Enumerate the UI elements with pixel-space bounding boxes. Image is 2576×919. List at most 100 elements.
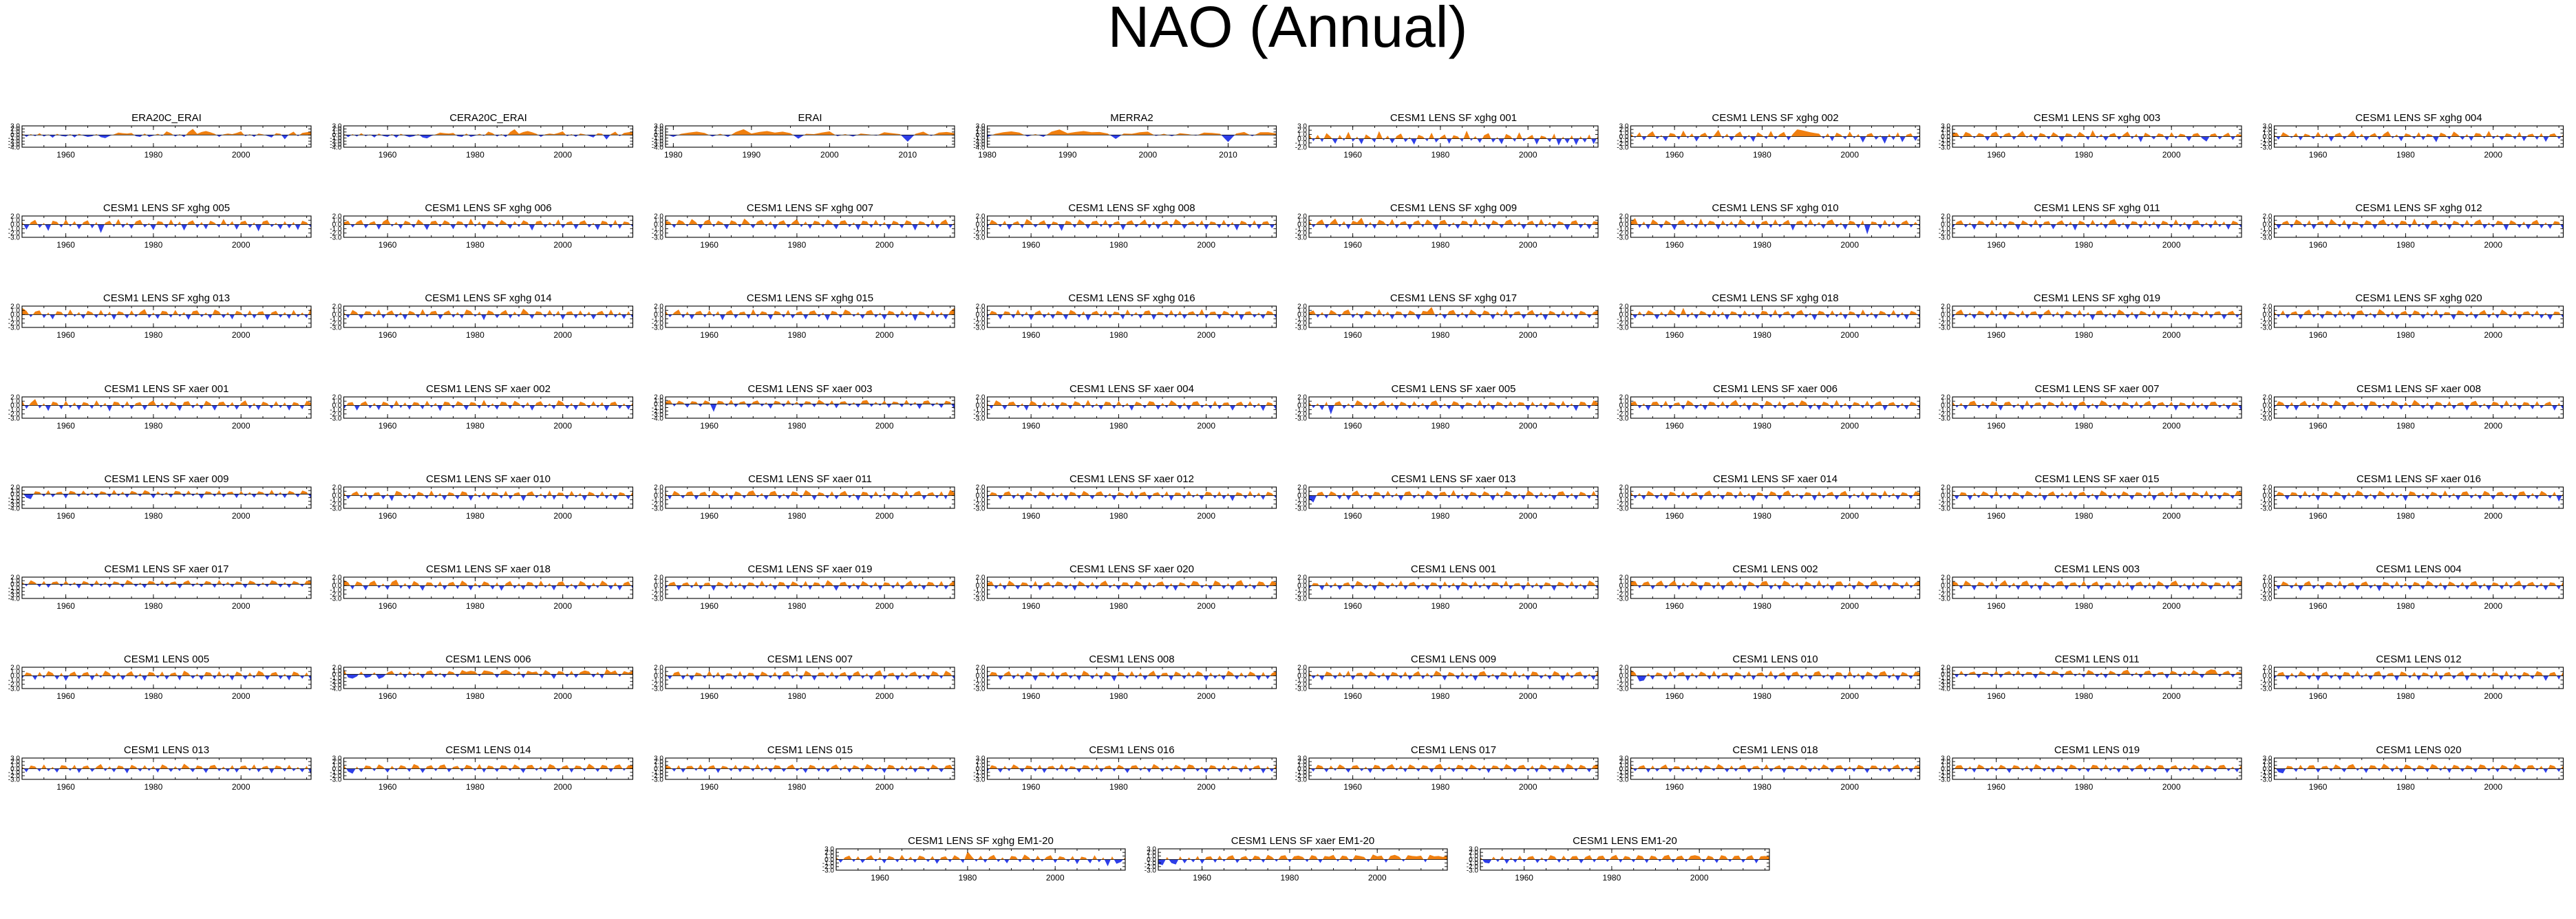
plot-frame [1308, 125, 1599, 148]
xtick-label: 1960 [1343, 240, 1362, 250]
ytick-label: 2.0 [976, 393, 986, 401]
xtick-label: 2000 [2484, 421, 2502, 431]
xtick-label: 1960 [700, 601, 718, 611]
panel-title: CESM1 LENS SF xaer 017 [105, 563, 229, 575]
ytick-label: 1.0 [1297, 307, 1307, 315]
xtick-label: 1960 [2309, 601, 2328, 611]
negative-anomaly-area [1637, 585, 1913, 592]
ytick-label: 0.0 [1941, 312, 1950, 319]
nao-panel: CESM1 LENS SF xaer 017 2.01.00.0-1.0-2.0-… [8, 563, 312, 611]
negative-anomaly-area [1633, 136, 1919, 144]
ytick-label: 1.0 [1941, 217, 1950, 225]
ytick-label: 1.0 [1941, 398, 1950, 406]
xtick-label: 1980 [1431, 421, 1450, 431]
ytick-label: 0.0 [1619, 583, 1629, 590]
ytick-label: -1.0 [1939, 587, 1951, 594]
nao-panel: CESM1 LENS SF xghg 014 2.01.00.0-1.0-2.0-… [330, 292, 634, 340]
xtick-label: 2000 [553, 782, 572, 792]
ytick-label: 1.0 [976, 307, 986, 315]
positive-anomaly-area [2274, 309, 2561, 315]
plot-frame [1308, 215, 1599, 238]
xtick-label: 1980 [145, 691, 163, 701]
ytick-label: -1.0 [8, 226, 21, 233]
panel-title: CESM1 LENS SF xghg 013 [103, 292, 230, 304]
ytick-label: -2.0 [330, 320, 342, 327]
negative-anomaly-area [29, 314, 308, 321]
ytick-label: -2.0 [8, 320, 21, 327]
ytick-label: -2.0 [1617, 772, 1629, 780]
panel-title: CESM1 LENS 012 [2376, 653, 2461, 665]
panel-title: CESM1 LENS 006 [445, 653, 531, 665]
nao-panel: CESM1 LENS SF xaer 003 2.01.00.0-1.0-2.0-… [652, 383, 955, 431]
xtick-label: 2000 [2162, 691, 2181, 701]
ytick-label: -3.0 [8, 324, 21, 332]
panel-title: CESM1 LENS 007 [767, 653, 853, 665]
ytick-label: 2.0 [2263, 126, 2272, 133]
xtick-label: 2000 [1197, 240, 1215, 250]
ytick-label: -1.0 [652, 677, 664, 684]
plot-frame [1308, 305, 1599, 328]
ytick-label: -2.0 [973, 681, 986, 689]
xtick-label: 1960 [1987, 240, 2005, 250]
xtick-label: 2000 [2162, 150, 2181, 160]
xtick-label: 1960 [379, 691, 397, 701]
xtick-label: 1960 [379, 601, 397, 611]
xtick-label: 1960 [1665, 511, 1684, 521]
ytick-label: 3.0 [1619, 755, 1629, 762]
ytick-label: -2.0 [1295, 144, 1308, 151]
ytick-label: 1.0 [1619, 130, 1629, 138]
panel-title: CESM1 LENS 004 [2376, 563, 2461, 575]
xtick-label: 1960 [56, 421, 75, 431]
panel-title: CESM1 LENS SF xghg 001 [1390, 112, 1517, 124]
nao-panel: CESM1 LENS SF xaer 019 2.01.00.0-1.0-2.0-… [652, 563, 955, 611]
positive-anomaly-area [1630, 218, 1918, 225]
nao-panel: CESM1 LENS SF xaer 018 2.01.00.0-1.0-2.0-… [330, 563, 634, 611]
ytick-label: 2.0 [1147, 849, 1156, 856]
ytick-label: 1.0 [654, 488, 663, 496]
ytick-label: 2.0 [1297, 484, 1307, 491]
xtick-label: 2000 [232, 421, 251, 431]
negative-anomaly-area [350, 224, 633, 231]
negative-anomaly-area [1952, 768, 2239, 773]
xtick-label: 1980 [1431, 240, 1450, 250]
plot-frame [21, 305, 312, 328]
xtick-label: 1980 [2396, 691, 2415, 701]
xtick-label: 2000 [2484, 691, 2502, 701]
nao-panel: CESM1 LENS SF xghg 008 2.01.00.0-1.0-2.0-… [973, 202, 1277, 250]
ytick-label: 2.0 [654, 303, 663, 310]
xtick-label: 1960 [700, 511, 718, 521]
ytick-label: 2.0 [1297, 664, 1307, 671]
ytick-label: 0.0 [654, 766, 663, 773]
ytick-label: 1.0 [976, 669, 986, 676]
plot-frame [343, 396, 634, 419]
ytick-label: -3.0 [1617, 234, 1629, 241]
ytick-label: 1.0 [1941, 667, 1950, 675]
xtick-label: 1960 [1665, 601, 1684, 611]
negative-anomaly-area [2276, 136, 2562, 142]
xtick-label: 1980 [2075, 511, 2094, 521]
panel-title: CESM1 LENS SF xaer 007 [2035, 383, 2160, 395]
ytick-label: -2.0 [1939, 501, 1951, 508]
ytick-label: -1.0 [1617, 587, 1629, 594]
ytick-label: -4.0 [1939, 685, 1951, 693]
xtick-label: 2000 [232, 691, 251, 701]
plot-frame [1952, 396, 2242, 419]
plot-frame [665, 486, 955, 509]
ytick-label: -2.0 [2260, 140, 2272, 148]
xtick-label: 1980 [466, 782, 485, 792]
ytick-label: -1.0 [8, 135, 21, 142]
plot-frame [665, 576, 955, 599]
nao-panel: CESM1 LENS SF xghg 006 2.01.00.0-1.0-2.0-… [330, 202, 634, 250]
ytick-label: -2.0 [330, 772, 342, 780]
ytick-label: -3.0 [973, 685, 986, 693]
ytick-label: -3.0 [652, 595, 664, 603]
xtick-label: 1980 [466, 240, 485, 250]
nao-panel: ERA20C_ERAI 3.02.01.00.0-1.0-2.0-3.0-4.0 1… [8, 112, 312, 160]
ytick-label: -1.0 [8, 585, 21, 592]
xtick-label: 1960 [379, 782, 397, 792]
plot-frame [986, 305, 1277, 328]
positive-anomaly-area [2276, 400, 2561, 406]
xtick-label: 1960 [56, 691, 75, 701]
ytick-label: 0.0 [2263, 402, 2272, 410]
ytick-label: -3.0 [1145, 867, 1157, 874]
